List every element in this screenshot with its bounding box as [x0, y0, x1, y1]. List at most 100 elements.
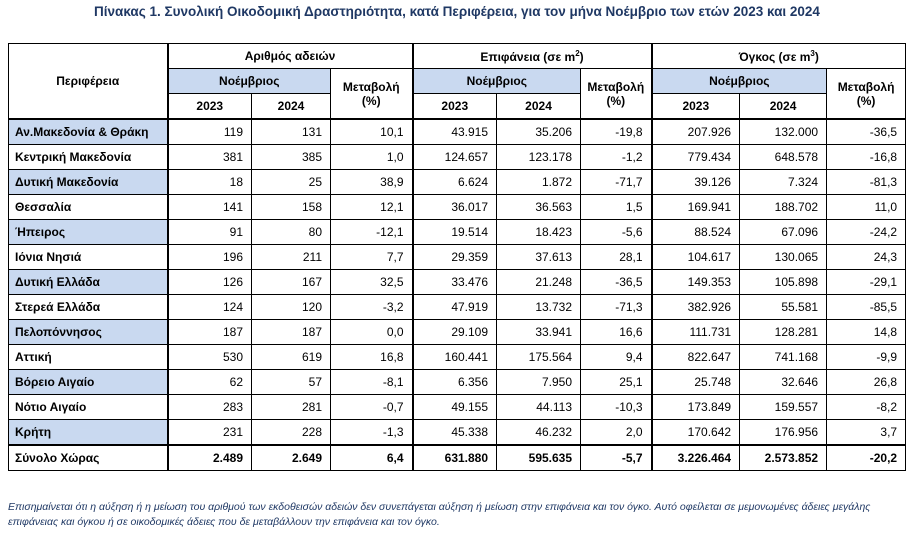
table-row: Θεσσαλία 141 158 12,1 36.017 36.563 1,5 169.941…: [8, 194, 907, 220]
cell-s24: 123.178: [496, 144, 582, 170]
cell-sc: 16,6: [580, 319, 653, 345]
cell-v23: 173.849: [650, 394, 741, 420]
table-row: Δυτική Ελλάδα 126 167 32,5 33.476 21.248 -36,5…: [8, 269, 907, 295]
cell-pc: 38,9: [329, 169, 414, 195]
cell-p23: 530: [166, 344, 252, 370]
cell-s23: 124.657: [411, 144, 498, 170]
cell-v23: 170.642: [650, 419, 741, 446]
cell-pc: -1,3: [329, 419, 414, 446]
cell-v24: 105.898: [739, 269, 828, 295]
cell-s23: 6.624: [411, 169, 498, 195]
building-activity-table: Περιφέρεια Αριθμός αδειών Επιφάνεια (σε …: [8, 43, 907, 471]
cell-v24: 188.702: [739, 194, 828, 220]
cell-sc: -36,5: [580, 269, 653, 295]
table-row: Κεντρική Μακεδονία 381 385 1,0 124.657 123.17…: [8, 144, 907, 170]
cell-s24: 13.732: [496, 294, 582, 320]
table-row: Αν.Μακεδονία & Θράκη 119 131 10,1 43.915 35.2…: [8, 118, 907, 145]
cell-sc: 9,4: [580, 344, 653, 370]
cell-s24: 21.248: [496, 269, 582, 295]
cell-sc: -71,3: [580, 294, 653, 320]
cell-p23: 381: [166, 144, 252, 170]
cell-s24: 18.423: [496, 219, 582, 245]
table-row: Ήπειρος 91 80 -12,1 19.514 18.423 -5,6 88.524 67…: [8, 219, 907, 245]
table-row: Ιόνια Νησιά 196 211 7,7 29.359 37.613 28,1 104.…: [8, 244, 907, 270]
region-name: Πελοπόννησος: [8, 319, 168, 345]
table-row: Στερεά Ελλάδα 124 120 -3,2 47.919 13.732 -71,3…: [8, 294, 907, 320]
cell-v24: 648.578: [739, 144, 828, 170]
cell-vc: -81,3: [826, 169, 907, 195]
cell-vc: 14,8: [826, 319, 907, 345]
table-row: Κρήτη 231 228 -1,3 45.338 46.232 2,0 170.642 176…: [8, 419, 907, 446]
cell-s23: 6.356: [411, 369, 498, 395]
cell-v24: 128.281: [739, 319, 828, 345]
cell-p24: 80: [251, 219, 331, 245]
permits-2023-header: 2023: [166, 93, 252, 120]
cell-vc: 3,7: [826, 419, 907, 446]
cell-vc: -24,2: [826, 219, 907, 245]
cell-v24: 55.581: [739, 294, 828, 320]
cell-p23: 91: [166, 219, 252, 245]
volume-month-header: Νοέμβριος: [650, 68, 828, 94]
region-name: Θεσσαλία: [8, 194, 168, 220]
region-name: Δυτική Μακεδονία: [8, 169, 168, 195]
cell-v24: 159.557: [739, 394, 828, 420]
cell-v23: 104.617: [650, 244, 741, 270]
cell-vc: -29,1: [826, 269, 907, 295]
cell-v23: 382.926: [650, 294, 741, 320]
surface-month-header: Νοέμβριος: [411, 68, 582, 94]
total-cell-p24: 2.649: [251, 444, 331, 471]
cell-p23: 196: [166, 244, 252, 270]
cell-p24: 385: [251, 144, 331, 170]
table-row: Δυτική Μακεδονία 18 25 38,9 6.624 1.872 -71,7 3…: [8, 169, 907, 195]
cell-v24: 176.956: [739, 419, 828, 446]
cell-vc: -85,5: [826, 294, 907, 320]
region-name: Κρήτη: [8, 419, 168, 446]
region-name: Αττική: [8, 344, 168, 370]
cell-pc: -12,1: [329, 219, 414, 245]
total-cell-s24: 595.635: [496, 444, 582, 471]
cell-s23: 47.919: [411, 294, 498, 320]
cell-s23: 160.441: [411, 344, 498, 370]
table-row: Πελοπόννησος 187 187 0,0 29.109 33.941 16,6 111…: [8, 319, 907, 345]
cell-pc: 10,1: [329, 118, 414, 145]
cell-pc: -8,1: [329, 369, 414, 395]
volume-change-header: Μεταβολή (%): [826, 68, 907, 120]
region-header: Περιφέρεια: [8, 43, 168, 120]
cell-p24: 120: [251, 294, 331, 320]
volume-2024-header: 2024: [739, 93, 828, 120]
cell-p23: 283: [166, 394, 252, 420]
permits-month-header: Νοέμβριος: [166, 68, 331, 94]
cell-vc: 26,8: [826, 369, 907, 395]
cell-sc: 2,0: [580, 419, 653, 446]
cell-s23: 45.338: [411, 419, 498, 446]
cell-s24: 37.613: [496, 244, 582, 270]
cell-v23: 779.434: [650, 144, 741, 170]
cell-vc: -8,2: [826, 394, 907, 420]
cell-vc: -16,8: [826, 144, 907, 170]
cell-pc: -3,2: [329, 294, 414, 320]
cell-vc: 11,0: [826, 194, 907, 220]
cell-v23: 149.353: [650, 269, 741, 295]
cell-p23: 62: [166, 369, 252, 395]
cell-sc: -10,3: [580, 394, 653, 420]
cell-p24: 619: [251, 344, 331, 370]
total-cell-s23: 631.880: [411, 444, 498, 471]
cell-v23: 822.647: [650, 344, 741, 370]
cell-s24: 7.950: [496, 369, 582, 395]
cell-p23: 119: [166, 118, 252, 145]
total-label: Σύνολο Χώρας: [8, 444, 168, 471]
cell-p24: 167: [251, 269, 331, 295]
surface-2023-header: 2023: [411, 93, 498, 120]
cell-s24: 1.872: [496, 169, 582, 195]
cell-sc: -71,7: [580, 169, 653, 195]
cell-p23: 187: [166, 319, 252, 345]
cell-pc: 7,7: [329, 244, 414, 270]
cell-vc: 24,3: [826, 244, 907, 270]
cell-sc: 25,1: [580, 369, 653, 395]
cell-v24: 7.324: [739, 169, 828, 195]
cell-s23: 49.155: [411, 394, 498, 420]
cell-p24: 25: [251, 169, 331, 195]
total-cell-v23: 3.226.464: [650, 444, 741, 471]
cell-p23: 141: [166, 194, 252, 220]
cell-s23: 29.109: [411, 319, 498, 345]
